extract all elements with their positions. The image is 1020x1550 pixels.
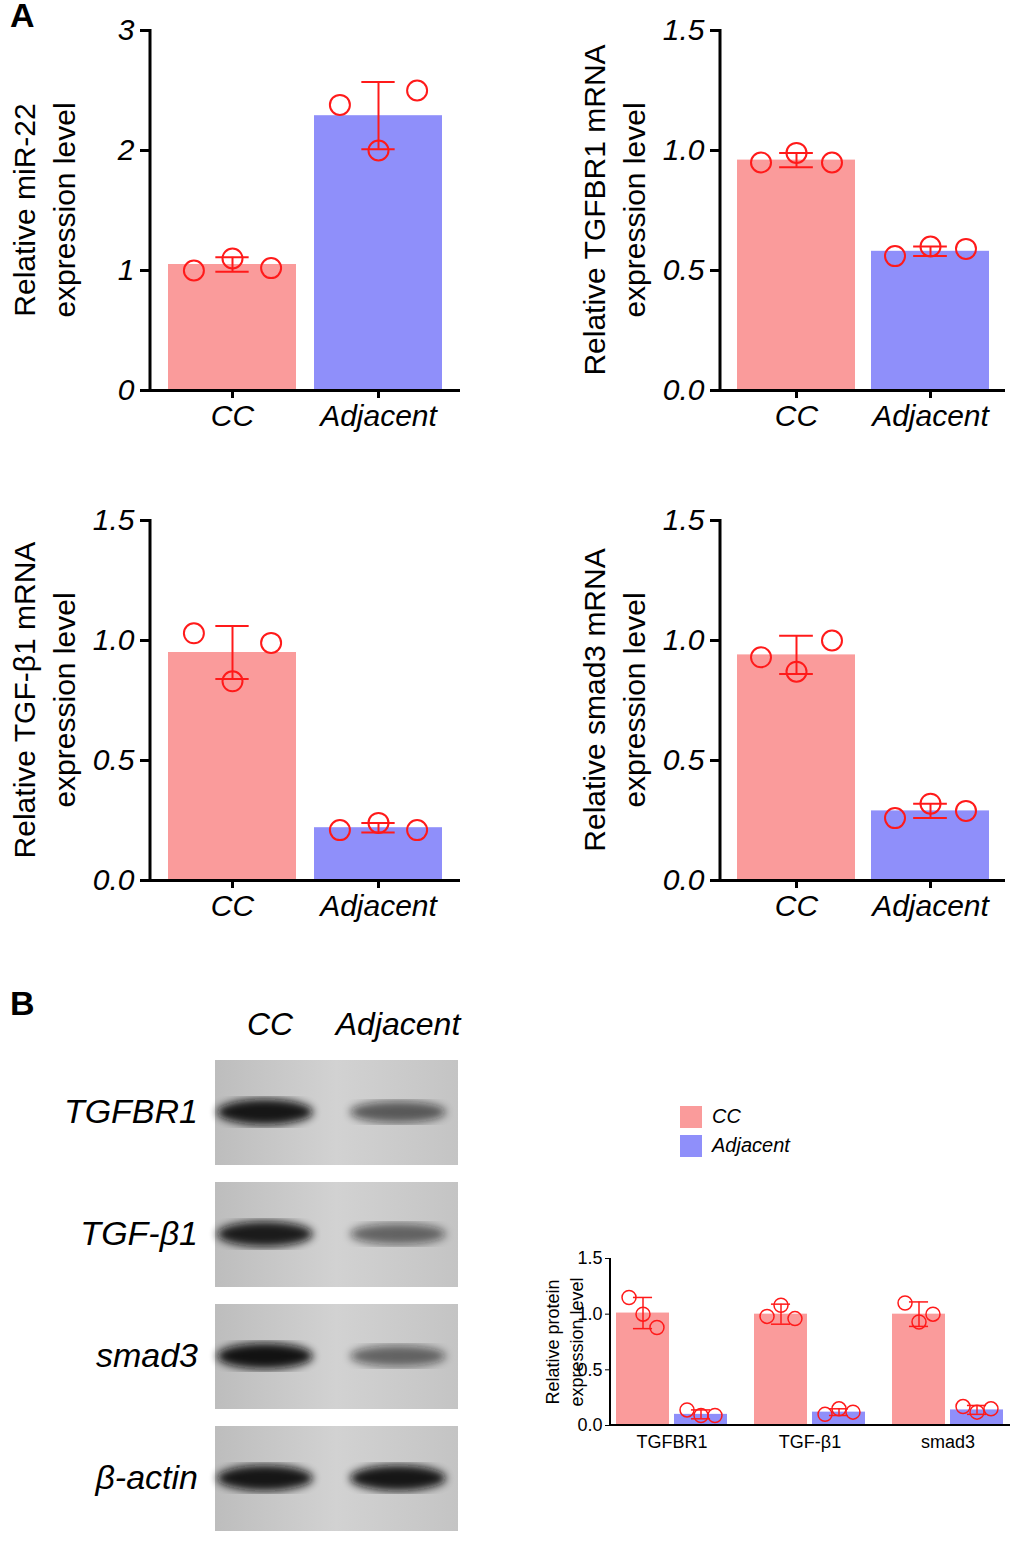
- svg-text:1.0: 1.0: [93, 623, 135, 656]
- svg-text:1: 1: [118, 253, 135, 286]
- svg-text:CC: CC: [211, 889, 255, 922]
- svg-text:0.0: 0.0: [663, 373, 705, 406]
- svg-text:smad3: smad3: [921, 1432, 975, 1452]
- svg-text:TGFBR1: TGFBR1: [636, 1432, 707, 1452]
- svg-text:TGF-β1: TGF-β1: [80, 1214, 198, 1252]
- svg-text:CC: CC: [247, 1006, 294, 1042]
- svg-text:0.5: 0.5: [663, 743, 705, 776]
- svg-text:0.5: 0.5: [93, 743, 135, 776]
- svg-text:Adjacent: Adjacent: [870, 889, 990, 922]
- svg-text:1.5: 1.5: [577, 1248, 602, 1268]
- svg-text:Adjacent: Adjacent: [318, 399, 438, 432]
- svg-text:0.0: 0.0: [93, 863, 135, 896]
- svg-text:1.5: 1.5: [93, 503, 135, 536]
- svg-text:0.0: 0.0: [663, 863, 705, 896]
- svg-text:Adjacent: Adjacent: [318, 889, 438, 922]
- svg-text:0: 0: [118, 373, 135, 406]
- svg-text:3: 3: [118, 13, 135, 46]
- svg-text:0.5: 0.5: [663, 253, 705, 286]
- svg-text:1.0: 1.0: [663, 133, 705, 166]
- svg-text:0.0: 0.0: [577, 1415, 602, 1435]
- svg-text:CC: CC: [211, 399, 255, 432]
- svg-text:Adjacent: Adjacent: [334, 1006, 462, 1042]
- svg-text:smad3: smad3: [96, 1336, 198, 1374]
- svg-text:Adjacent: Adjacent: [870, 399, 990, 432]
- svg-text:TGFBR1: TGFBR1: [64, 1092, 198, 1130]
- svg-text:1.5: 1.5: [663, 503, 705, 536]
- svg-text:2: 2: [117, 133, 135, 166]
- svg-text:CC: CC: [775, 889, 819, 922]
- svg-text:1.5: 1.5: [663, 13, 705, 46]
- svg-text:1.0: 1.0: [663, 623, 705, 656]
- svg-text:CC: CC: [775, 399, 819, 432]
- svg-text:β-actin: β-actin: [94, 1458, 198, 1496]
- svg-text:TGF-β1: TGF-β1: [779, 1432, 841, 1452]
